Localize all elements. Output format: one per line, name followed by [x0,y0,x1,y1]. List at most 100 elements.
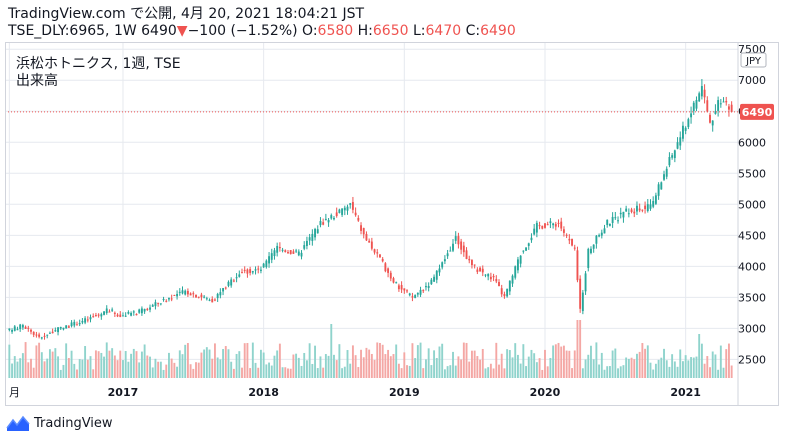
candle-body [289,250,292,255]
candle-body [552,223,555,226]
candle-body [349,203,352,205]
volume-bar [376,342,379,378]
candle-body [503,294,506,297]
candle-body [48,332,51,334]
x-tick-label: 2020 [530,386,561,399]
volume-bar [219,359,222,378]
candle-body [500,288,503,295]
volume-bar [479,359,482,378]
volume-bar [487,367,490,378]
candle-body [511,275,514,284]
volume-bar [146,355,149,378]
candle-body [305,240,308,247]
volume-bar [105,342,108,378]
volume-bar [259,349,262,378]
volume-bar [579,320,582,378]
volume-bar [214,343,216,378]
volume-bar [503,368,506,378]
legend-volume: 出来高 [16,73,58,89]
volume-bar [673,361,676,378]
candle-body [360,225,362,231]
candle-body [311,233,314,241]
volume-bar [59,369,62,378]
volume-bar [138,362,141,378]
volume-bar [636,353,638,378]
volume-bar [11,363,14,378]
volume-bar [346,350,349,378]
volume-bar [408,365,411,378]
candle-body [541,225,544,229]
volume-bar [633,359,636,378]
volume-bar [460,359,463,378]
volume-bar [230,361,233,378]
publish-info: TradingView.com で公開, 4月 20, 2021 18:04:2… [8,6,365,22]
candle-body [94,315,97,317]
volume-bar [140,351,143,378]
volume-bar [368,349,371,378]
volume-bar [338,344,341,378]
volume-bar [197,362,200,378]
volume-bar [468,361,471,378]
last-price-label: 6490 [742,106,773,119]
candle-body [13,326,16,331]
volume-bar [657,359,660,378]
candle-body [598,235,601,237]
volume-bar [654,363,657,378]
candle-body [119,314,122,318]
volume-bar [711,351,714,378]
candle-body [717,100,720,111]
candle-body [368,240,371,243]
volume-bar [584,359,587,378]
volume-bar [43,361,46,378]
candle-body [576,250,579,281]
volume-bar [498,364,500,378]
volume-bar [514,343,517,378]
candle-body [611,216,614,223]
candle-body [682,125,684,139]
volume-bar [427,348,430,378]
volume-bar [481,348,484,378]
candle-body [111,309,114,311]
volume-bar [27,362,30,378]
volume-bar [162,369,165,378]
candle-body [584,273,587,292]
candle-body [703,89,706,98]
candle-body [562,229,565,233]
candle-body [176,293,179,297]
volume-bar [189,364,192,378]
volume-bar [700,343,703,378]
volume-bar [438,346,441,378]
chart-frame[interactable] [5,42,779,406]
volume-bar [706,356,709,378]
candle-body [168,298,170,300]
volume-bar [343,366,346,378]
candle-body [51,331,54,334]
candle-body [346,206,349,211]
candle-body [103,311,105,315]
volume-bar [254,362,257,378]
candle-body [581,292,584,312]
close-label: C: [465,23,481,39]
volume-bar [592,359,595,378]
volume-bar [154,358,157,378]
volume-bar [435,358,438,378]
candle-body [660,182,663,190]
candle-body [587,248,590,268]
volume-bar [663,348,665,378]
volume-bar [465,342,468,378]
candle-body [257,268,260,270]
candle-body [687,119,690,127]
candle-body [73,321,76,326]
candle-body [265,260,268,268]
footer[interactable]: TradingView [6,414,113,432]
volume-bar [416,345,419,378]
candle-body [535,222,538,233]
candle-body [392,278,395,283]
candle-body [78,323,81,325]
volume-bar [679,349,682,378]
volume-bar [419,342,422,378]
candle-body [465,250,468,259]
volume-bar [57,356,59,378]
candle-body [679,137,682,146]
